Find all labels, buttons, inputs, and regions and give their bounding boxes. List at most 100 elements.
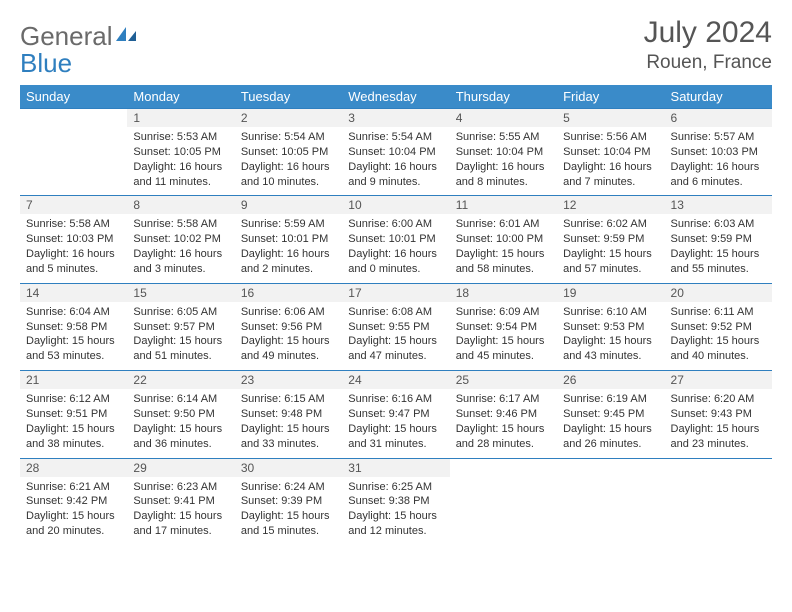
day-number-cell: 7 [20,196,127,215]
daylight-text: and 45 minutes. [456,349,551,364]
sunrise-text: Sunrise: 6:10 AM [563,305,658,320]
sunrise-text: Sunrise: 5:54 AM [241,130,336,145]
sunrise-text: Sunrise: 6:15 AM [241,392,336,407]
day-number-cell: 20 [665,283,772,302]
daylight-text: and 36 minutes. [133,437,228,452]
day-number-cell: 11 [450,196,557,215]
daylight-text: and 5 minutes. [26,262,121,277]
sunset-text: Sunset: 9:58 PM [26,320,121,335]
sunset-text: Sunset: 9:55 PM [348,320,443,335]
calendar-table: SundayMondayTuesdayWednesdayThursdayFrid… [20,85,772,545]
sunset-text: Sunset: 10:01 PM [348,232,443,247]
day-content-cell: Sunrise: 6:16 AMSunset: 9:47 PMDaylight:… [342,389,449,458]
day-number-cell [557,458,664,477]
day-content-cell [557,477,664,545]
sunrise-text: Sunrise: 6:25 AM [348,480,443,495]
sunset-text: Sunset: 9:41 PM [133,494,228,509]
day-content-cell: Sunrise: 6:06 AMSunset: 9:56 PMDaylight:… [235,302,342,371]
daylight-text: Daylight: 15 hours [671,334,766,349]
day-content-cell: Sunrise: 6:10 AMSunset: 9:53 PMDaylight:… [557,302,664,371]
day-content-cell: Sunrise: 5:58 AMSunset: 10:02 PMDaylight… [127,214,234,283]
day-number-cell: 9 [235,196,342,215]
sunset-text: Sunset: 10:04 PM [348,145,443,160]
day-number-row: 78910111213 [20,196,772,215]
day-content-row: Sunrise: 5:58 AMSunset: 10:03 PMDaylight… [20,214,772,283]
day-header-row: SundayMondayTuesdayWednesdayThursdayFrid… [20,85,772,109]
day-content-cell: Sunrise: 6:17 AMSunset: 9:46 PMDaylight:… [450,389,557,458]
day-number-cell: 4 [450,109,557,128]
day-number-cell: 28 [20,458,127,477]
daylight-text: and 7 minutes. [563,175,658,190]
day-header: Tuesday [235,85,342,109]
day-number-cell: 25 [450,371,557,390]
day-number-cell: 18 [450,283,557,302]
daylight-text: and 3 minutes. [133,262,228,277]
sunrise-text: Sunrise: 6:11 AM [671,305,766,320]
calendar-page: General Blue July 2024 Rouen, France Sun… [0,0,792,545]
sunrise-text: Sunrise: 6:02 AM [563,217,658,232]
daylight-text: and 57 minutes. [563,262,658,277]
sunrise-text: Sunrise: 6:06 AM [241,305,336,320]
sunrise-text: Sunrise: 5:58 AM [133,217,228,232]
sunrise-text: Sunrise: 5:58 AM [26,217,121,232]
day-content-cell: Sunrise: 6:23 AMSunset: 9:41 PMDaylight:… [127,477,234,545]
day-content-row: Sunrise: 6:21 AMSunset: 9:42 PMDaylight:… [20,477,772,545]
day-content-cell: Sunrise: 6:03 AMSunset: 9:59 PMDaylight:… [665,214,772,283]
daylight-text: and 33 minutes. [241,437,336,452]
day-content-cell: Sunrise: 6:01 AMSunset: 10:00 PMDaylight… [450,214,557,283]
logo: General Blue [20,16,137,77]
day-number-cell: 23 [235,371,342,390]
daylight-text: Daylight: 16 hours [456,160,551,175]
header: General Blue July 2024 Rouen, France [20,16,772,77]
day-number-row: 21222324252627 [20,371,772,390]
day-number-cell: 2 [235,109,342,128]
day-number-cell: 16 [235,283,342,302]
day-header: Thursday [450,85,557,109]
day-content-row: Sunrise: 5:53 AMSunset: 10:05 PMDaylight… [20,127,772,196]
daylight-text: Daylight: 15 hours [241,334,336,349]
sunset-text: Sunset: 10:05 PM [241,145,336,160]
month-title: July 2024 [644,16,772,50]
daylight-text: and 20 minutes. [26,524,121,539]
daylight-text: and 40 minutes. [671,349,766,364]
logo-word1: General [20,21,113,51]
daylight-text: Daylight: 16 hours [348,160,443,175]
daylight-text: and 31 minutes. [348,437,443,452]
sunrise-text: Sunrise: 5:54 AM [348,130,443,145]
daylight-text: Daylight: 15 hours [133,422,228,437]
sunset-text: Sunset: 10:00 PM [456,232,551,247]
sunrise-text: Sunrise: 6:16 AM [348,392,443,407]
sunset-text: Sunset: 10:05 PM [133,145,228,160]
sunset-text: Sunset: 9:42 PM [26,494,121,509]
day-number-cell: 27 [665,371,772,390]
day-header: Saturday [665,85,772,109]
sunset-text: Sunset: 9:54 PM [456,320,551,335]
day-content-cell: Sunrise: 5:57 AMSunset: 10:03 PMDaylight… [665,127,772,196]
daylight-text: Daylight: 16 hours [563,160,658,175]
daylight-text: and 26 minutes. [563,437,658,452]
day-content-cell: Sunrise: 6:25 AMSunset: 9:38 PMDaylight:… [342,477,449,545]
daylight-text: and 38 minutes. [26,437,121,452]
daylight-text: Daylight: 15 hours [456,247,551,262]
day-content-cell: Sunrise: 5:54 AMSunset: 10:05 PMDaylight… [235,127,342,196]
logo-sail-icon [115,25,137,45]
daylight-text: and 10 minutes. [241,175,336,190]
sunrise-text: Sunrise: 6:05 AM [133,305,228,320]
sunrise-text: Sunrise: 6:09 AM [456,305,551,320]
day-number-cell: 21 [20,371,127,390]
sunrise-text: Sunrise: 6:08 AM [348,305,443,320]
sunset-text: Sunset: 9:47 PM [348,407,443,422]
daylight-text: Daylight: 15 hours [348,422,443,437]
day-content-cell: Sunrise: 6:00 AMSunset: 10:01 PMDaylight… [342,214,449,283]
sunset-text: Sunset: 10:04 PM [563,145,658,160]
daylight-text: Daylight: 16 hours [133,160,228,175]
logo-text: General Blue [20,22,137,77]
day-number-cell: 10 [342,196,449,215]
day-header: Wednesday [342,85,449,109]
daylight-text: Daylight: 15 hours [456,334,551,349]
day-content-cell: Sunrise: 6:11 AMSunset: 9:52 PMDaylight:… [665,302,772,371]
day-number-cell: 26 [557,371,664,390]
daylight-text: Daylight: 16 hours [241,247,336,262]
daylight-text: and 15 minutes. [241,524,336,539]
sunset-text: Sunset: 10:04 PM [456,145,551,160]
